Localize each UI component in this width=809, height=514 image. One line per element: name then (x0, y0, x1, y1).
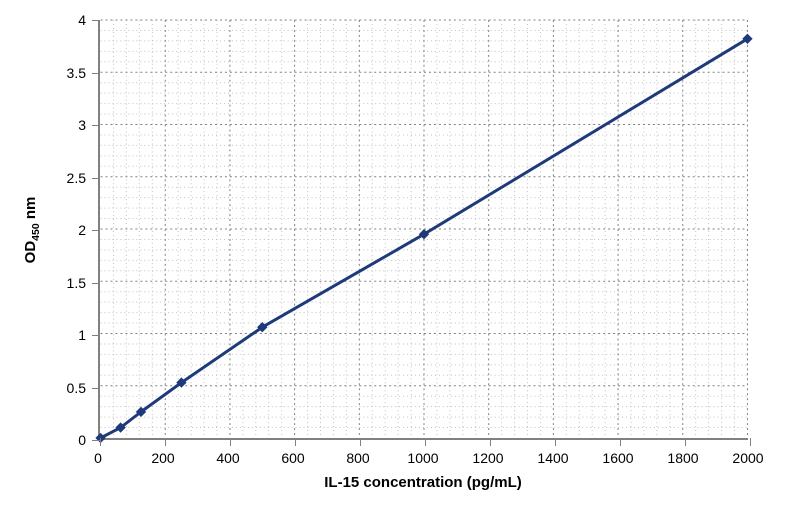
y-tick-label: 0.5 (67, 380, 86, 396)
x-tick-label: 600 (281, 450, 304, 466)
chart-container: OD450 nm IL-15 concentration (pg/mL) 020… (0, 0, 809, 514)
y-tick-label: 2.5 (67, 170, 86, 186)
y-tick-label: 3 (78, 117, 86, 133)
y-tick-label: 1 (78, 327, 86, 343)
x-axis-title: IL-15 concentration (pg/mL) (324, 474, 522, 491)
y-axis-title: OD450 nm (22, 197, 42, 264)
x-tick-label: 2000 (732, 450, 763, 466)
y-tick-label: 4 (78, 12, 86, 28)
x-tick-label: 800 (346, 450, 369, 466)
x-tick-label: 1400 (537, 450, 568, 466)
x-tick-label: 1200 (472, 450, 503, 466)
x-tick-label: 200 (151, 450, 174, 466)
x-tick-label: 1600 (602, 450, 633, 466)
y-tick-label: 2 (78, 222, 86, 238)
y-tick-label: 0 (78, 432, 86, 448)
y-tick-label: 1.5 (67, 275, 86, 291)
x-tick-label: 1000 (407, 450, 438, 466)
x-tick-label: 400 (216, 450, 239, 466)
x-tick-label: 1800 (667, 450, 698, 466)
plot-area (98, 20, 748, 440)
chart-svg (100, 20, 748, 438)
y-tick-label: 3.5 (67, 65, 86, 81)
x-tick-label: 0 (94, 450, 102, 466)
